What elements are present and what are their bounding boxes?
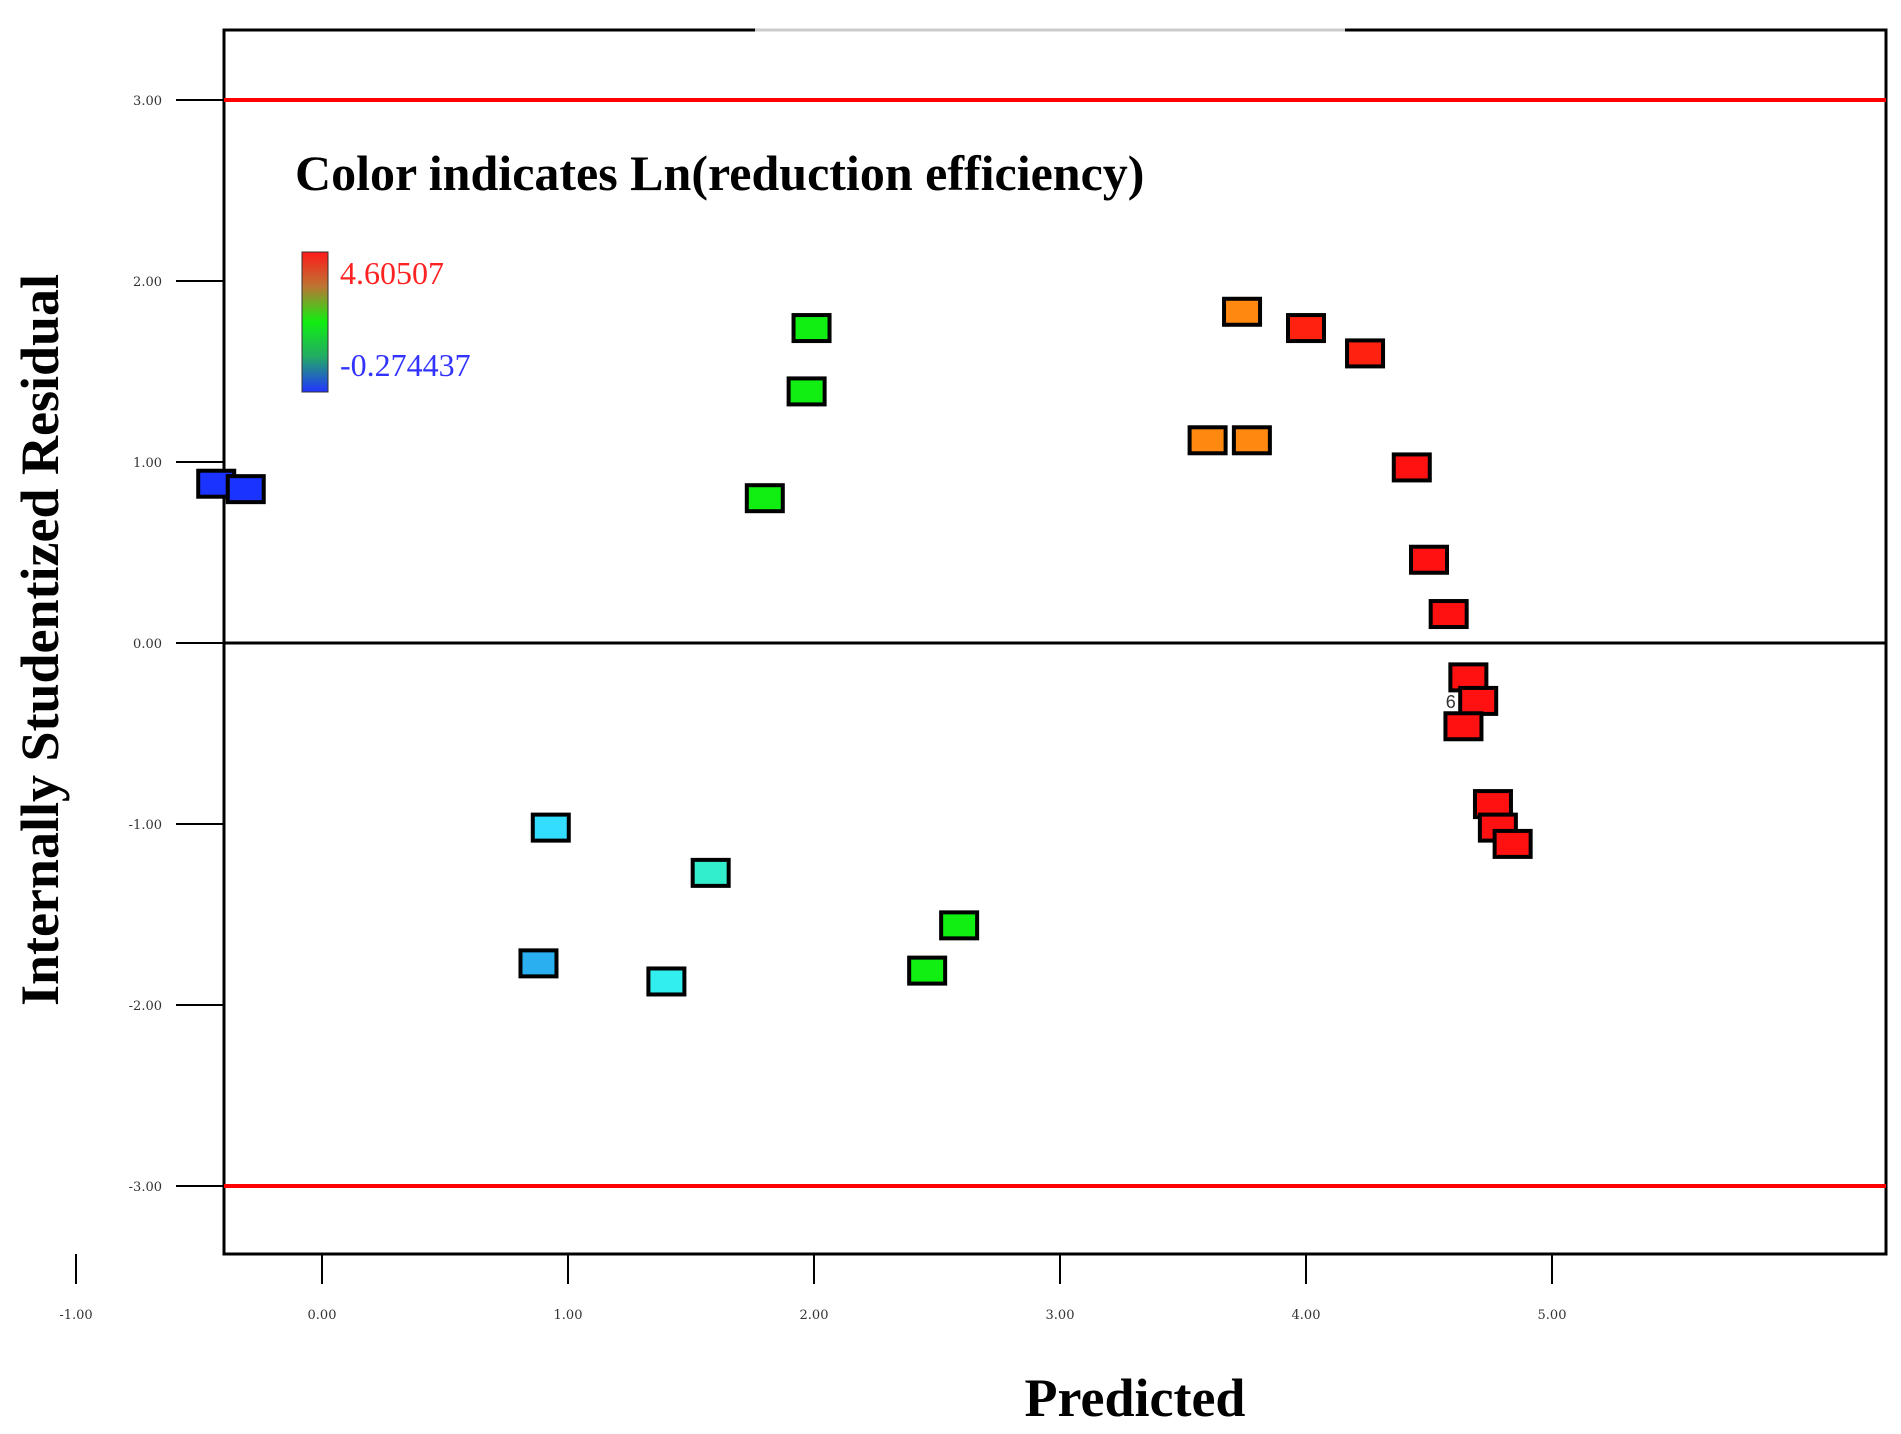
data-point	[939, 910, 980, 941]
data-point	[1391, 452, 1432, 483]
data-point	[1458, 685, 1499, 716]
legend-min-label: -0.274437	[340, 347, 471, 383]
data-point	[791, 313, 832, 344]
data-point	[1428, 599, 1469, 630]
data-point	[1443, 711, 1484, 742]
y-tick-label: -3.00	[129, 1180, 162, 1195]
data-point	[744, 483, 785, 514]
data-point	[1231, 425, 1272, 456]
y-tick-label: 0.00	[133, 637, 162, 652]
data-point	[907, 955, 948, 986]
data-point	[646, 966, 687, 997]
data-point	[225, 474, 266, 505]
x-tick-label: 0.00	[308, 1308, 337, 1323]
legend-title: Color indicates Ln(reduction efficiency)	[295, 145, 1144, 201]
data-point	[690, 857, 731, 888]
y-tick-label: -2.00	[129, 999, 162, 1014]
x-tick-label: -1.00	[59, 1308, 92, 1323]
data-point	[786, 376, 827, 407]
data-point	[1492, 828, 1533, 859]
y-axis-title: Internally Studentized Residual	[10, 274, 70, 1006]
y-tick-label: -1.00	[129, 818, 162, 833]
data-point	[530, 812, 571, 843]
reference-lines	[224, 98, 1886, 1188]
x-tick-label: 1.00	[554, 1308, 583, 1323]
x-tick-label: 5.00	[1538, 1308, 1567, 1323]
data-point	[1187, 425, 1228, 456]
legend-max-label: 4.60507	[340, 255, 444, 291]
y-tick-label: 1.00	[133, 456, 162, 471]
data-points	[196, 296, 1533, 997]
y-tick-label: 3.00	[133, 94, 162, 109]
y-tick-label: 2.00	[133, 275, 162, 290]
data-point	[1345, 338, 1386, 369]
data-point	[1409, 544, 1449, 575]
x-tick-label: 3.00	[1046, 1308, 1075, 1323]
data-point	[1286, 313, 1326, 344]
data-point	[1222, 296, 1263, 327]
x-axis-title: Predicted	[1025, 1368, 1246, 1428]
x-axis-ticks: -1.00 0.00 1.00 2.00 3.00 4.00 5.00	[59, 1254, 1566, 1323]
x-tick-label: 2.00	[800, 1308, 829, 1323]
data-point	[518, 948, 559, 979]
legend-gradient-bar	[301, 251, 329, 393]
point-annotation-label: 6	[1446, 692, 1456, 712]
y-axis-ticks: 3.00 2.00 1.00 0.00 -1.00 -2.00 -3.00	[129, 94, 224, 1195]
x-tick-label: 4.00	[1292, 1308, 1321, 1323]
